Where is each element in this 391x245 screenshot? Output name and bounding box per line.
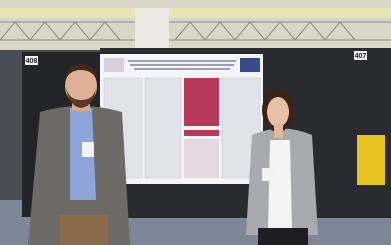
poster-table bbox=[184, 78, 219, 126]
photo: 408 407 bbox=[0, 0, 391, 245]
poster-table bbox=[184, 130, 219, 136]
poster-logo bbox=[240, 58, 260, 72]
board-number: 407 bbox=[355, 53, 367, 60]
yellow-sign bbox=[357, 135, 385, 185]
pillar bbox=[135, 8, 169, 53]
poster-title-lines bbox=[128, 60, 236, 70]
poster-logo bbox=[104, 58, 124, 72]
page: 408 407 (() => { con bbox=[0, 0, 391, 245]
poster-board bbox=[350, 48, 391, 218]
poster-table bbox=[184, 139, 219, 178]
ceiling bbox=[0, 0, 391, 50]
ceiling-light bbox=[0, 8, 391, 18]
board-number: 408 bbox=[26, 58, 38, 65]
